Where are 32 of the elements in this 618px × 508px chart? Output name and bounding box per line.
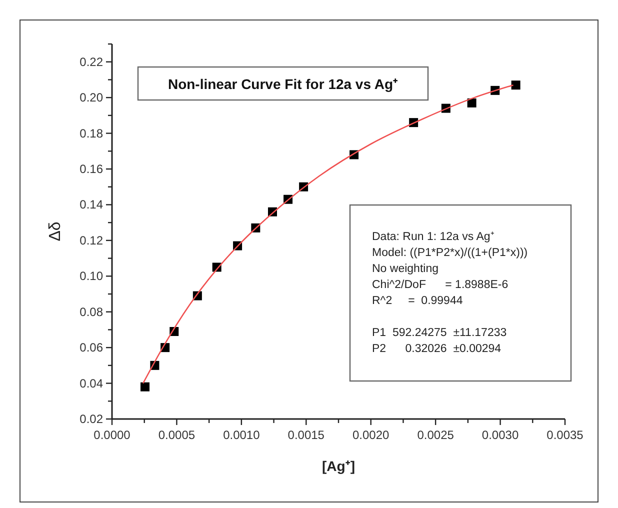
x-tick-label: 0.0025 [417, 428, 454, 442]
annotation: Model: ((P1*P2*x)/((1+(P1*x))) [372, 247, 528, 259]
point [140, 382, 150, 392]
annotation: P1 592.24275 ±11.17233 [372, 327, 507, 339]
x-axis-title: [Ag⁺] [322, 458, 355, 474]
y-tick-label: 0.06 [80, 340, 104, 355]
y-tick-label: 0.08 [80, 304, 104, 319]
point [467, 98, 476, 108]
y-tick-label: 0.20 [80, 90, 104, 105]
x-tick-label: 0.0035 [546, 428, 584, 442]
y-tick-label: 0.02 [80, 412, 104, 426]
x-tick-label: 0.0015 [288, 428, 325, 442]
y-tick-label: 0.16 [80, 162, 104, 176]
annotation: P2 0.32026 ±0.00294 [372, 343, 502, 355]
x-tick-label: 0.0030 [482, 428, 519, 442]
annotation: Data: Run 1: 12a vs Ag⁺ [372, 231, 494, 243]
y-axis-title: Δδ [47, 222, 64, 242]
y-tick-label: 0.12 [80, 233, 104, 248]
annotation: R^2 = 0.99944 [372, 295, 464, 307]
text: Non-linear Curve Fit for 12a vs Ag⁺ [168, 76, 398, 92]
y-tick-label: 0.14 [80, 198, 104, 212]
x-tick-label: 0.0010 [223, 428, 260, 442]
y-tick-label: 0.18 [80, 126, 104, 140]
y-tick-label: 0.04 [80, 376, 104, 390]
y-tick-label: 0.10 [80, 269, 104, 284]
x-tick-label: 0.0000 [94, 428, 131, 442]
point [511, 80, 520, 90]
y-tick-label: 0.22 [80, 54, 104, 69]
x-tick-label: 0.0020 [352, 428, 390, 442]
annotation: No weighting [372, 263, 438, 275]
x-tick-label: 0.0005 [158, 428, 196, 442]
annotation: Chi^2/DoF = 1.8988E-6 [372, 279, 508, 291]
